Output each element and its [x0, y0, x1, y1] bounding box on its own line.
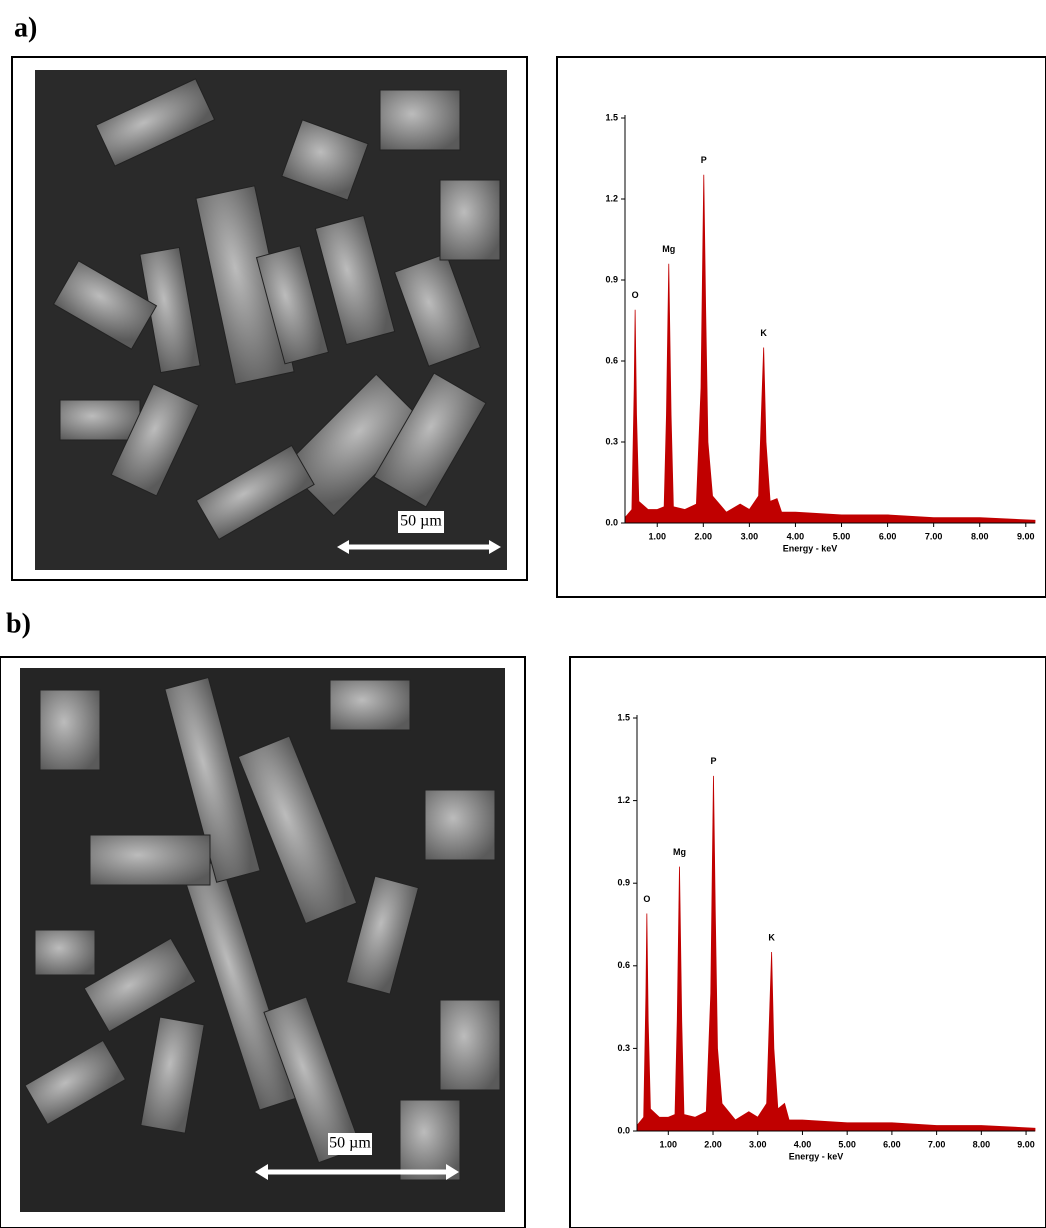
chart-frame [569, 656, 1046, 1228]
spectrum [624, 174, 1036, 524]
sem-image [35, 70, 507, 570]
x-tick-label: 3.00 [741, 531, 759, 541]
x-tick-label: 5.00 [833, 531, 851, 541]
scale-bar-label: 50 µm [329, 1135, 371, 1152]
peak-label: K [760, 328, 767, 338]
y-tick-label: 0.6 [617, 960, 630, 970]
x-tick-label: 9.00 [1017, 531, 1035, 541]
x-tick-label: 7.00 [928, 1139, 946, 1149]
y-tick-label: 1.2 [605, 193, 618, 203]
image-frame [0, 656, 526, 1228]
y-tick-label: 0.9 [617, 878, 630, 888]
peak-label: O [632, 290, 639, 300]
x-tick-label: 8.00 [971, 531, 989, 541]
image-frame [11, 56, 528, 581]
y-tick-label: 1.5 [605, 112, 618, 122]
y-tick-label: 1.5 [617, 712, 630, 722]
x-tick-label: 2.00 [695, 531, 713, 541]
peak-label: K [768, 932, 775, 942]
panel-label: a) [14, 12, 37, 43]
peak-label: Mg [673, 847, 686, 857]
scale-bar-label: 50 µm [400, 513, 442, 530]
chart-frame [556, 56, 1046, 598]
y-tick-label: 0.6 [605, 355, 618, 365]
y-tick-label: 1.2 [617, 795, 630, 805]
x-tick-label: 1.00 [648, 531, 666, 541]
x-tick-label: 6.00 [883, 1139, 901, 1149]
peak-label: O [643, 894, 650, 904]
peak-label: Mg [662, 244, 675, 254]
x-tick-label: 4.00 [794, 1139, 812, 1149]
x-tick-label: 7.00 [925, 531, 943, 541]
x-axis-label: Energy - keV [783, 543, 838, 553]
spectrum [636, 775, 1036, 1132]
x-tick-label: 1.00 [660, 1139, 678, 1149]
x-tick-label: 3.00 [749, 1139, 767, 1149]
x-tick-label: 2.00 [704, 1139, 722, 1149]
x-tick-label: 9.00 [1017, 1139, 1035, 1149]
y-tick-label: 0.9 [605, 274, 618, 284]
y-tick-label: 0.3 [605, 436, 618, 446]
x-tick-label: 6.00 [879, 531, 897, 541]
sem-image [20, 668, 505, 1212]
y-tick-label: 0.0 [617, 1125, 630, 1135]
y-tick-label: 0.0 [605, 517, 618, 527]
x-tick-label: 5.00 [838, 1139, 856, 1149]
x-tick-label: 8.00 [973, 1139, 991, 1149]
x-axis-label: Energy - keV [789, 1151, 844, 1161]
panel-label: b) [6, 608, 31, 639]
peak-label: P [701, 155, 707, 165]
y-tick-label: 0.3 [617, 1043, 630, 1053]
x-tick-label: 4.00 [787, 531, 805, 541]
peak-label: P [710, 756, 716, 766]
